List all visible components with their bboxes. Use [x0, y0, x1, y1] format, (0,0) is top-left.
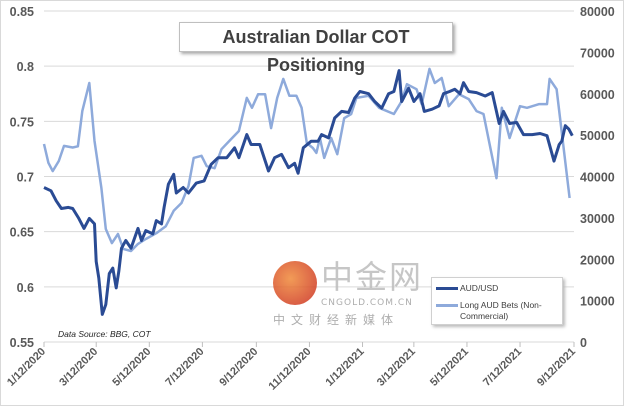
y-right-tick-label: 30000 [580, 212, 615, 226]
x-tick-label: 1/12/2021 [324, 346, 367, 389]
y-left-tick-label: 0.85 [10, 5, 34, 19]
y-right-tick-label: 60000 [580, 88, 615, 102]
y-right-tick-label: 0 [580, 336, 587, 350]
y-left-tick-label: 0.75 [10, 115, 34, 129]
x-tick-label: 3/12/2020 [57, 346, 100, 389]
y-left-tick-label: 0.7 [17, 171, 34, 185]
y-right-tick-label: 80000 [580, 5, 615, 19]
legend-label: Long AUD Bets (Non-Commercial) [460, 300, 542, 321]
watermark-tagline: 中文财经新媒体 [273, 313, 400, 327]
watermark-domain: CNGOLD.COM.CN [321, 298, 413, 308]
legend-label: AUD/USD [460, 283, 499, 293]
legend-swatch-long-aud-bets [436, 304, 458, 307]
series-line-long-aud-bets [42, 67, 571, 253]
y-left-tick-label: 0.55 [10, 336, 34, 350]
y-right-tick-label: 10000 [580, 295, 615, 309]
legend-swatch-aud-usd [436, 287, 458, 290]
y-right-tick-label: 40000 [580, 171, 615, 185]
y-right-tick-label: 70000 [580, 46, 615, 60]
x-tick-label: 3/12/2021 [375, 346, 418, 389]
y-left-tick-label: 0.6 [17, 281, 34, 295]
x-tick-label: 9/12/2021 [535, 346, 578, 389]
y-right-tick-label: 50000 [580, 129, 615, 143]
legend-item-long-aud-bets: Long AUD Bets (Non-Commercial) [436, 300, 560, 322]
y-left-tick-label: 0.8 [17, 60, 34, 74]
x-tick-label: 7/12/2021 [481, 346, 524, 389]
x-tick-label: 5/12/2021 [428, 346, 471, 389]
x-tick-label: 1/12/2020 [5, 346, 48, 389]
chart-title: Australian Dollar COT Positioning [179, 22, 453, 75]
x-tick-label: 9/12/2020 [217, 346, 260, 389]
series-line-aud-usd [43, 69, 574, 316]
x-tick-label: 11/12/2020 [267, 346, 314, 393]
legend-item-aud-usd: AUD/USD [436, 283, 498, 293]
y-left-tick-label: 0.65 [10, 226, 34, 240]
data-source-note: Data Source: BBG, COT [58, 329, 151, 339]
legend: AUD/USD Long AUD Bets (Non-Commercial) [431, 277, 563, 325]
x-tick-label: 7/12/2020 [163, 346, 206, 389]
watermark-name: 中金网 [321, 258, 424, 296]
y-right-tick-label: 20000 [580, 253, 615, 267]
watermark: 中金网 CNGOLD.COM.CN 中文财经新媒体 [273, 258, 424, 331]
x-tick-label: 5/12/2020 [110, 346, 153, 389]
watermark-logo-icon [273, 261, 317, 305]
